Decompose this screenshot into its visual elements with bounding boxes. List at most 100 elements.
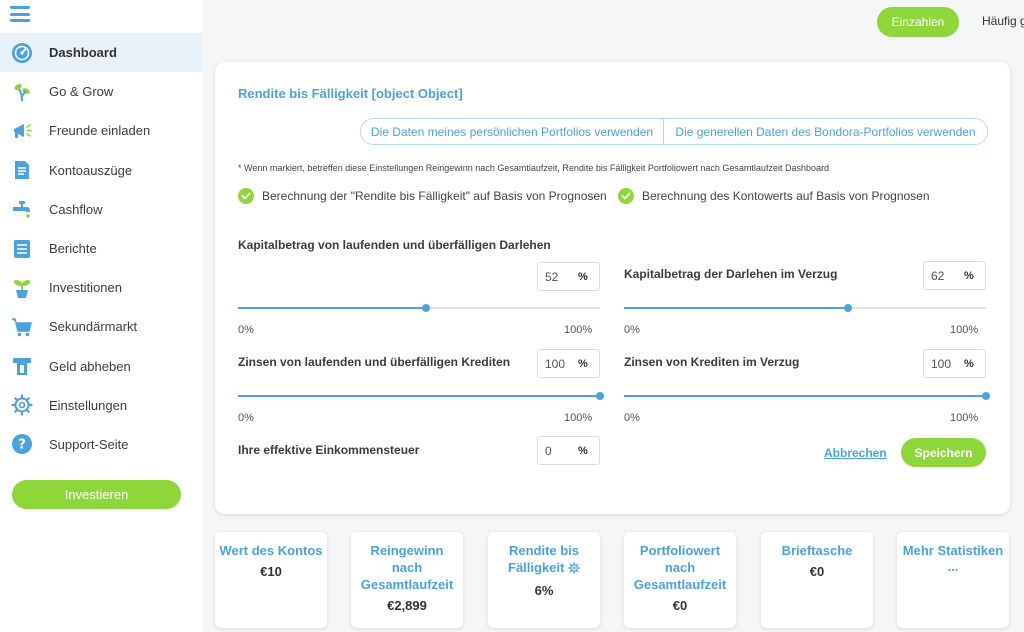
faucet-icon: [10, 197, 34, 221]
menu-icon[interactable]: [10, 6, 30, 22]
slider-thumb[interactable]: [422, 304, 431, 312]
stat-value: €10: [260, 564, 282, 579]
sidebar-item-label: Berichte: [49, 241, 97, 257]
sidebar-item-sekundaermarkt[interactable]: Sekundärmarkt: [0, 307, 202, 346]
more-dots: ...: [947, 559, 959, 574]
interest-current-input[interactable]: [538, 356, 576, 371]
account-forecast-checkbox[interactable]: Berechnung des Kontowerts auf Basis von …: [618, 188, 930, 204]
sidebar-item-dashboard[interactable]: Dashboard: [0, 33, 202, 73]
checkbox-label: Berechnung des Kontowerts auf Basis von …: [642, 189, 930, 203]
gear-icon[interactable]: [568, 561, 580, 578]
sidebar-item-label: Sekundärmarkt: [49, 319, 138, 335]
tax-input[interactable]: [538, 443, 576, 458]
sidebar-item-geld-abheben[interactable]: Geld abheben: [0, 347, 202, 386]
stat-card-account-value[interactable]: Wert des Kontos €10: [215, 532, 327, 628]
interest-current-slider[interactable]: [238, 390, 604, 402]
sidebar-item-label: Investitionen: [49, 280, 122, 296]
percent-unit: %: [964, 269, 974, 282]
interest-current-field: %: [537, 349, 600, 378]
check-icon: [618, 188, 634, 204]
personal-portfolio-toggle[interactable]: Die Daten meines persönlichen Portfolios…: [361, 119, 664, 144]
sidebar-nav: Dashboard Go & Grow Freunde einladen Kon…: [0, 33, 202, 464]
slider-min-label: 0%: [238, 412, 254, 424]
stat-label: Wert des Kontos: [219, 543, 323, 558]
sidebar-item-freunde-einladen[interactable]: Freunde einladen: [0, 111, 202, 150]
sidebar-item-label: Kontoauszüge: [49, 162, 133, 178]
sidebar-item-label: Freunde einladen: [49, 123, 151, 139]
settings-note: * Wenn markiert, betreffen diese Einstel…: [238, 163, 829, 173]
sidebar-item-label: Go & Grow: [49, 84, 114, 100]
interest-default-field: %: [923, 349, 986, 378]
slider-thumb[interactable]: [844, 304, 853, 312]
data-source-toggle: Die Daten meines persönlichen Portfolios…: [360, 118, 988, 145]
svg-text:?: ?: [18, 438, 26, 453]
stat-value: €2,899: [387, 598, 427, 613]
slider-max-label: 100%: [564, 412, 593, 424]
megaphone-icon: [10, 119, 34, 143]
sidebar-item-investitionen[interactable]: Investitionen: [0, 268, 202, 307]
withdraw-icon: [10, 354, 34, 378]
slider-fill: [624, 395, 986, 397]
stat-label: Rendite bis Fälligkeit: [488, 542, 600, 578]
invest-button[interactable]: Investieren: [12, 480, 181, 509]
yield-forecast-checkbox[interactable]: Berechnung der "Rendite bis Fälligkeit" …: [238, 188, 607, 204]
interest-default-label: Zinsen von Krediten im Verzug: [624, 355, 800, 369]
stat-label-text: Rendite bis Fälligkeit: [508, 543, 580, 575]
sidebar-item-berichte[interactable]: Berichte: [0, 229, 202, 268]
principal-default-input[interactable]: [924, 268, 962, 283]
principal-current-slider[interactable]: [238, 302, 600, 314]
report-list-icon: [10, 237, 34, 261]
cancel-link[interactable]: Abbrechen: [824, 446, 887, 460]
sidebar: Dashboard Go & Grow Freunde einladen Kon…: [0, 0, 202, 632]
card-title: Rendite bis Fälligkeit [object Object]: [238, 86, 463, 101]
stat-value: €0: [672, 598, 688, 613]
stat-label: Brieftasche: [781, 543, 853, 558]
percent-unit: %: [578, 357, 588, 370]
stat-card-wallet[interactable]: Brieftasche €0: [761, 532, 873, 628]
percent-unit: %: [578, 270, 588, 283]
general-portfolio-toggle[interactable]: Die generellen Daten des Bondora-Portfol…: [664, 119, 987, 144]
principal-default-field: %: [923, 261, 986, 290]
sidebar-item-label: Einstellungen: [49, 397, 128, 413]
principal-current-input[interactable]: [538, 269, 576, 284]
document-icon: [10, 158, 34, 182]
interest-default-input[interactable]: [924, 356, 962, 371]
sidebar-item-label: Dashboard: [49, 45, 117, 61]
sidebar-item-label: Geld abheben: [49, 358, 131, 374]
faq-link[interactable]: Häufig gestellte Fragen: [982, 14, 1024, 28]
stat-label: Reingewinn nach Gesamtlaufzeit: [360, 543, 454, 592]
slider-min-label: 0%: [238, 324, 254, 336]
gear-icon: [10, 393, 34, 417]
sidebar-item-kontoauszuege[interactable]: Kontoauszüge: [0, 151, 202, 190]
stat-value: €0: [809, 564, 825, 579]
sidebar-item-support-seite[interactable]: ? Support-Seite: [0, 425, 202, 464]
slider-thumb[interactable]: [596, 392, 604, 400]
sidebar-item-go-grow[interactable]: Go & Grow: [0, 72, 202, 111]
sidebar-item-einstellungen[interactable]: Einstellungen: [0, 386, 202, 425]
stat-card-portfolio-value[interactable]: Portfoliowert nach Gesamtlaufzeit €0: [624, 532, 736, 628]
slider-thumb[interactable]: [982, 392, 990, 400]
stat-card-more-statistics[interactable]: Mehr Statistiken ...: [897, 532, 1009, 628]
interest-current-label: Zinsen von laufenden und überfälligen Kr…: [238, 355, 511, 369]
sidebar-item-cashflow[interactable]: Cashflow: [0, 190, 202, 229]
slider-max-label: 100%: [950, 324, 979, 336]
percent-unit: %: [578, 444, 588, 457]
slider-fill: [238, 307, 427, 309]
yield-settings-card: Rendite bis Fälligkeit [object Object] D…: [215, 62, 1010, 514]
checkbox-label: Berechnung der "Rendite bis Fälligkeit" …: [262, 189, 607, 203]
plant-sprout-icon: [10, 80, 34, 104]
stat-card-yield-to-maturity[interactable]: Rendite bis Fälligkeit 6%: [488, 532, 600, 628]
stat-label: Portfoliowert nach Gesamtlaufzeit: [633, 543, 727, 592]
save-button[interactable]: Speichern: [901, 438, 986, 467]
stat-card-net-profit[interactable]: Reingewinn nach Gesamtlaufzeit €2,899: [351, 532, 463, 628]
interest-default-slider[interactable]: [624, 390, 990, 402]
deposit-button[interactable]: Einzahlen: [877, 7, 959, 37]
slider-min-label: 0%: [624, 324, 640, 336]
sidebar-item-label: Support-Seite: [49, 436, 129, 452]
slider-fill: [624, 307, 849, 309]
question-icon: ?: [10, 432, 34, 456]
potted-plant-icon: [10, 276, 34, 300]
slider-max-label: 100%: [950, 412, 979, 424]
principal-current-label: Kapitalbetrag von laufenden und überfäll…: [238, 238, 551, 252]
principal-default-slider[interactable]: [624, 302, 986, 314]
